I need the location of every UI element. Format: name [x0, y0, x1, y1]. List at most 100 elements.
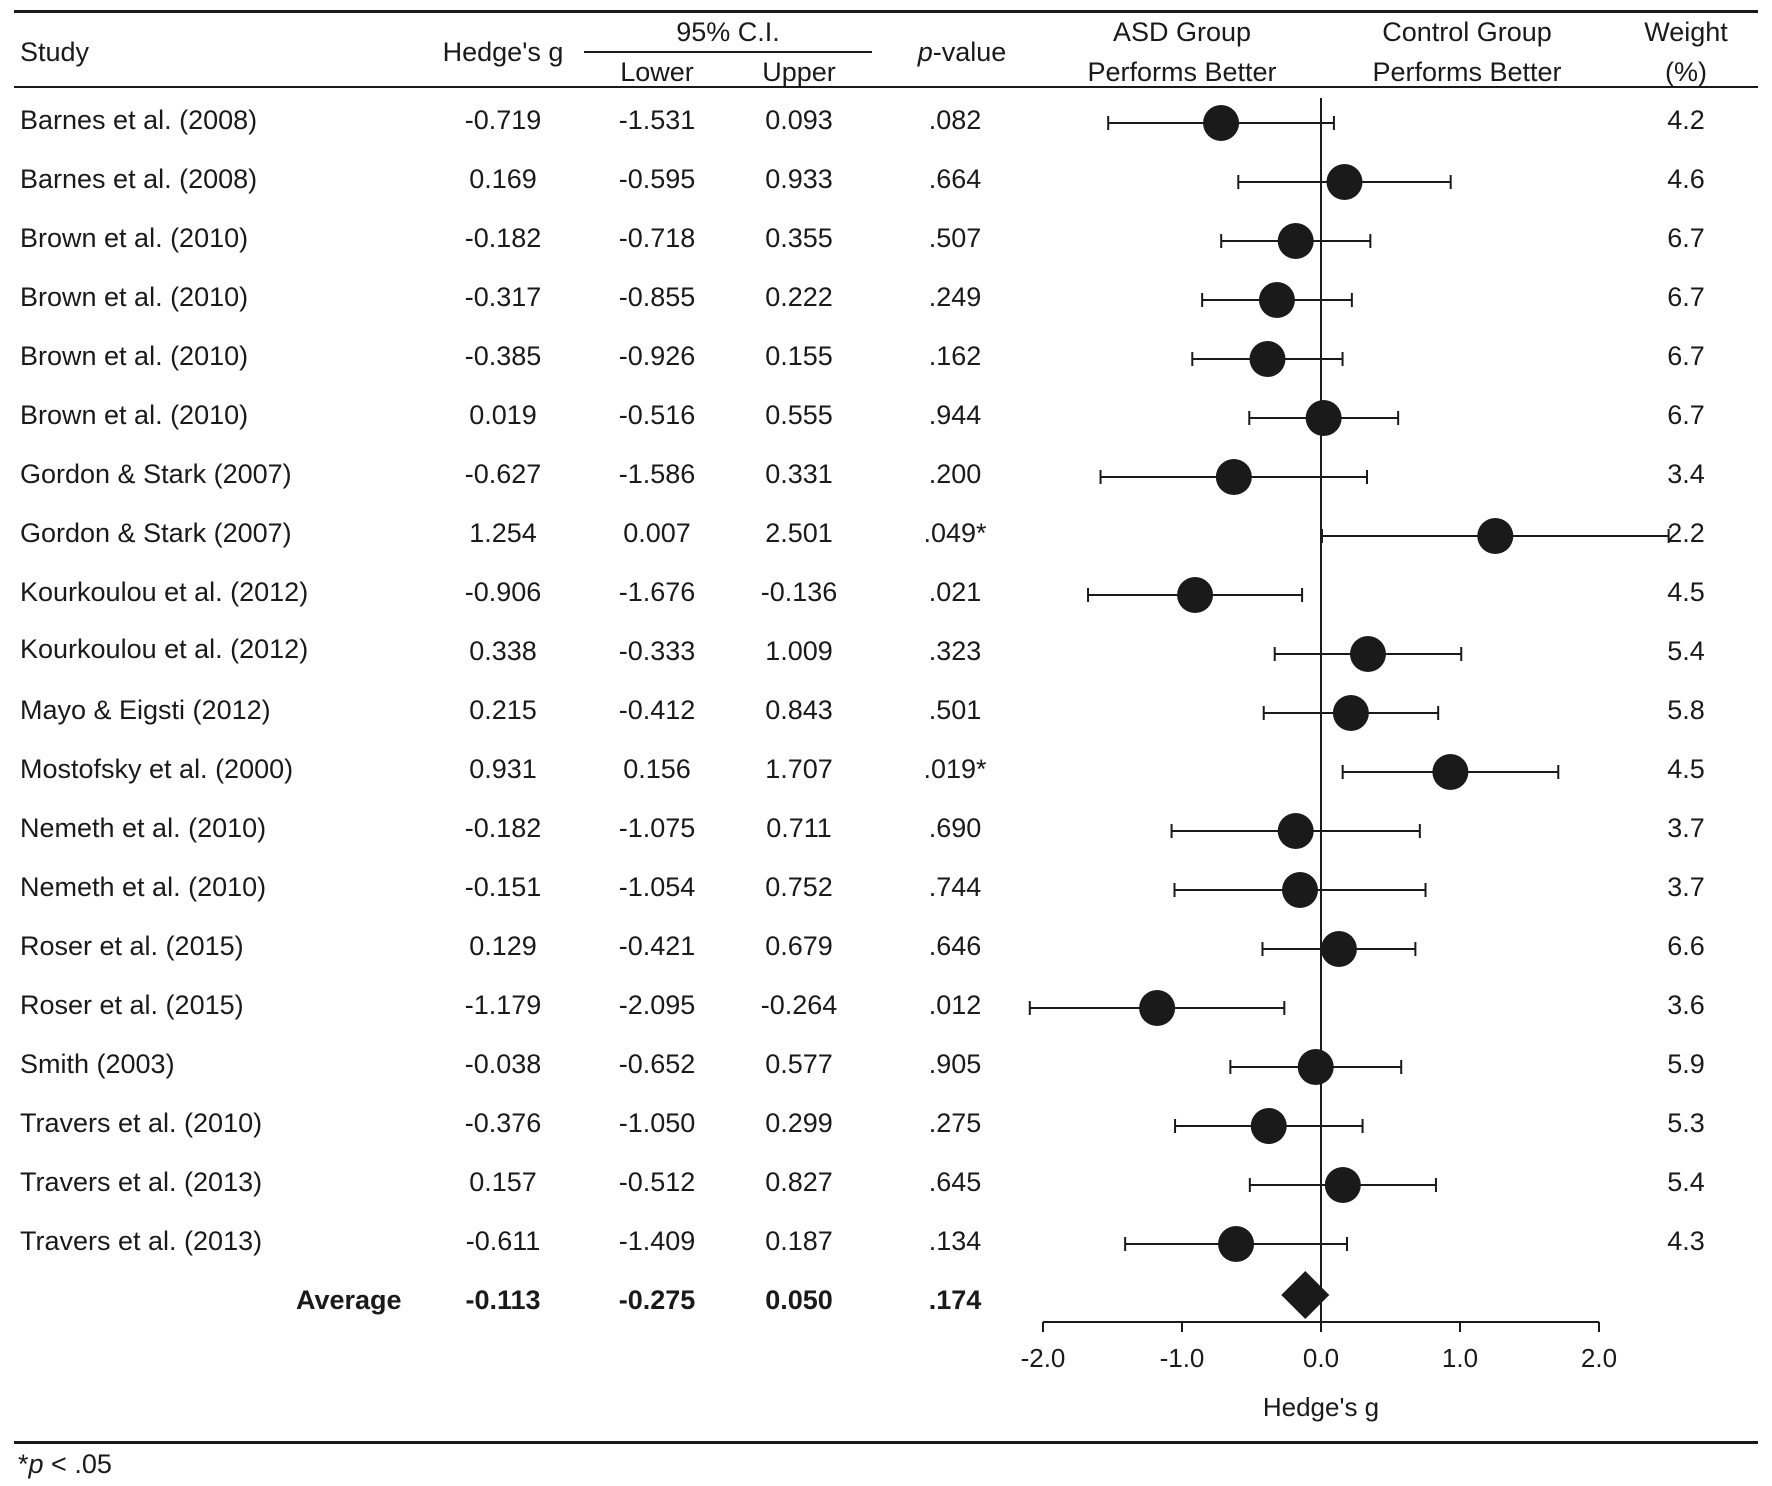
- hedges-g-value: -0.317: [464, 282, 542, 312]
- hedges-g-value: -0.038: [464, 1049, 542, 1079]
- p-value: .905: [928, 1049, 982, 1079]
- ci-header-rule: [584, 51, 872, 53]
- weight-value: 3.6: [1667, 990, 1705, 1020]
- hedges-g-value: -0.182: [464, 813, 542, 843]
- header-control-line1: Control Group: [1382, 17, 1552, 47]
- x-tick-label: -1.0: [1160, 1343, 1205, 1373]
- effect-size-point: [1324, 1167, 1361, 1203]
- study-name: Smith (2003): [20, 1049, 175, 1079]
- ci-upper-value: 0.843: [765, 695, 833, 725]
- weight-value: 5.4: [1667, 1167, 1705, 1197]
- x-axis-label: Hedge's g: [1263, 1392, 1379, 1422]
- weight-value: 4.3: [1667, 1226, 1705, 1256]
- study-name: Nemeth et al. (2010): [20, 813, 267, 843]
- weight-value: 3.7: [1667, 813, 1705, 843]
- p-value: .501: [928, 695, 982, 725]
- weight-value: 3.7: [1667, 872, 1705, 902]
- weight-value: 3.4: [1667, 459, 1705, 489]
- bottom-rule: [14, 1441, 1758, 1444]
- header-bottom-rule: [14, 86, 1758, 88]
- study-name: Travers et al. (2010): [20, 1108, 263, 1138]
- p-value: .744: [928, 872, 982, 902]
- weight-value: 5.3: [1667, 1108, 1705, 1138]
- header-weight-line2: (%): [1665, 57, 1707, 87]
- effect-size-point: [1250, 1108, 1287, 1144]
- header-lower: Lower: [620, 57, 694, 87]
- study-name: Gordon & Stark (2007): [20, 459, 292, 489]
- ci-lower-value: -1.586: [618, 459, 696, 489]
- hedges-g-value: 0.338: [469, 636, 537, 666]
- hedges-g-value: 0.129: [469, 931, 537, 961]
- study-name: Travers et al. (2013): [20, 1226, 263, 1256]
- ci-upper-value: 0.577: [765, 1049, 833, 1079]
- effect-size-point: [1215, 459, 1252, 495]
- ci-lower-value: -0.333: [618, 636, 696, 666]
- header-upper: Upper: [762, 57, 836, 87]
- ci-lower-value: -1.676: [618, 577, 696, 607]
- p-value: .082: [928, 105, 982, 135]
- header-control-line2: Performs Better: [1372, 57, 1562, 87]
- p-value: .275: [928, 1108, 982, 1138]
- header-asd-line1: ASD Group: [1112, 17, 1252, 47]
- p-value: .200: [928, 459, 982, 489]
- header-study: Study: [20, 37, 90, 67]
- study-name: Nemeth et al. (2010): [20, 872, 267, 902]
- study-name: Gordon & Stark (2007): [20, 518, 292, 548]
- effect-size-point: [1282, 872, 1319, 908]
- x-tick-label: -2.0: [1021, 1343, 1066, 1373]
- average-hedges-g: -0.113: [465, 1285, 541, 1315]
- ci-upper-value: 0.933: [765, 164, 833, 194]
- p-value: .664: [928, 164, 982, 194]
- average-p-value: .174: [928, 1285, 982, 1315]
- effect-size-point: [1326, 164, 1363, 200]
- ci-upper-value: -0.264: [760, 990, 838, 1020]
- study-name: Roser et al. (2015): [20, 990, 244, 1020]
- hedges-g-value: 0.931: [469, 754, 537, 784]
- effect-size-point: [1218, 1226, 1255, 1262]
- effect-size-point: [1258, 282, 1295, 318]
- effect-size-point: [1177, 577, 1214, 613]
- effect-size-point: [1297, 1049, 1334, 1085]
- hedges-g-value: 0.157: [469, 1167, 537, 1197]
- header-asd-line2: Performs Better: [1087, 57, 1277, 87]
- average-label: Average: [296, 1285, 402, 1315]
- ci-lower-value: -0.926: [618, 341, 696, 371]
- header-weight-line1: Weight: [1644, 17, 1728, 47]
- average-ci-lower: -0.275: [618, 1285, 696, 1315]
- hedges-g-value: -0.376: [464, 1108, 542, 1138]
- p-value: .323: [928, 636, 982, 666]
- study-name: Mayo & Eigsti (2012): [20, 695, 271, 725]
- hedges-g-value: -0.906: [464, 577, 542, 607]
- hedges-g-value: 0.169: [469, 164, 537, 194]
- hedges-g-value: -0.719: [464, 105, 542, 135]
- ci-upper-value: 0.355: [765, 223, 833, 253]
- header-p-suffix: -value: [932, 37, 1007, 67]
- hedges-g-value: -0.385: [464, 341, 542, 371]
- study-name: Brown et al. (2010): [20, 282, 249, 312]
- ci-lower-value: -1.075: [618, 813, 696, 843]
- x-tick-label: 0.0: [1303, 1343, 1339, 1373]
- study-name: Barnes et al. (2008): [20, 105, 258, 135]
- ci-upper-value: 0.299: [765, 1108, 833, 1138]
- x-tick-label: 2.0: [1581, 1343, 1617, 1373]
- p-value: .134: [928, 1226, 982, 1256]
- hedges-g-value: -0.627: [464, 459, 542, 489]
- p-value: .249: [928, 282, 982, 312]
- top-rule: [14, 10, 1758, 13]
- hedges-g-value: -0.182: [464, 223, 542, 253]
- ci-upper-value: 0.187: [765, 1226, 833, 1256]
- weight-value: 5.4: [1667, 636, 1705, 666]
- ci-lower-value: -0.412: [618, 695, 696, 725]
- header-p-value: p-value: [918, 34, 1007, 70]
- footnote-rest: < .05: [43, 1449, 112, 1479]
- effect-size-point: [1332, 695, 1369, 731]
- ci-upper-value: 0.155: [765, 341, 833, 371]
- hedges-g-value: 0.215: [469, 695, 537, 725]
- ci-upper-value: 0.827: [765, 1167, 833, 1197]
- p-value: .646: [928, 931, 982, 961]
- study-name: Mostofsky et al. (2000): [20, 754, 294, 784]
- effect-size-point: [1277, 223, 1314, 259]
- effect-size-point: [1477, 518, 1514, 554]
